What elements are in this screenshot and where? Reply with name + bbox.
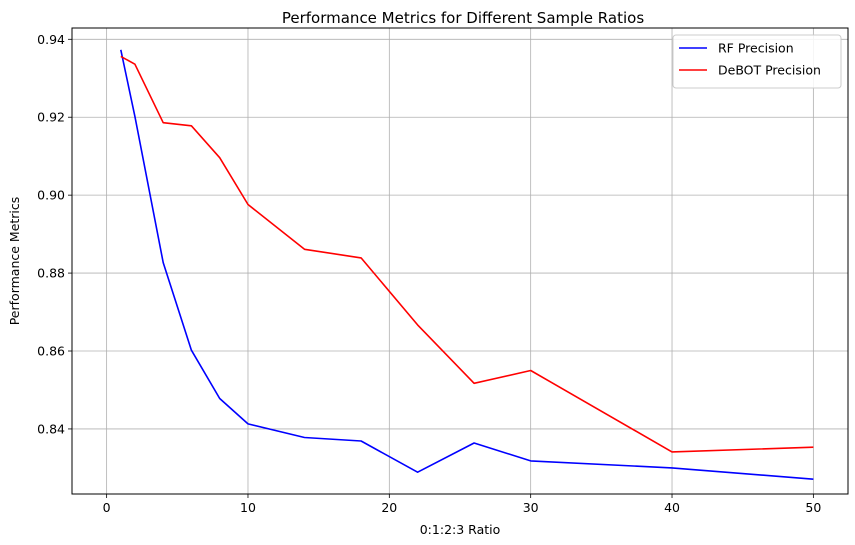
y-tick-label: 0.90 xyxy=(37,188,65,203)
legend-label-2: DeBOT Precision xyxy=(718,63,821,78)
legend-box xyxy=(672,34,842,89)
series-lines xyxy=(120,49,814,480)
x-tick-label: 0 xyxy=(103,500,111,515)
series-line-1 xyxy=(120,49,814,480)
y-tick-label: 0.94 xyxy=(37,32,65,47)
x-axis: 0 10 20 30 40 50 xyxy=(103,494,821,515)
x-axis-label: 0:1:2:3 Ratio xyxy=(420,522,501,537)
y-axis-label: Performance Metrics xyxy=(7,197,22,326)
chart-title: Performance Metrics for Different Sample… xyxy=(282,9,644,27)
y-tick-label: 0.84 xyxy=(37,421,65,436)
x-tick-label: 50 xyxy=(805,500,821,515)
y-tick-label: 0.86 xyxy=(37,344,65,359)
x-tick-label: 10 xyxy=(240,500,256,515)
y-tick-label: 0.92 xyxy=(37,110,65,125)
series-line-2 xyxy=(120,55,814,453)
y-tick-label: 0.88 xyxy=(37,266,65,281)
plot-frame xyxy=(71,27,849,495)
x-tick-label: 20 xyxy=(381,500,397,515)
grid xyxy=(72,28,848,494)
y-axis: 0.84 0.86 0.88 0.90 0.92 0.94 xyxy=(37,32,72,436)
legend: RF Precision DeBOT Precision xyxy=(672,34,842,89)
legend-label-1: RF Precision xyxy=(718,41,794,56)
x-tick-label: 30 xyxy=(523,500,539,515)
x-tick-label: 40 xyxy=(664,500,680,515)
